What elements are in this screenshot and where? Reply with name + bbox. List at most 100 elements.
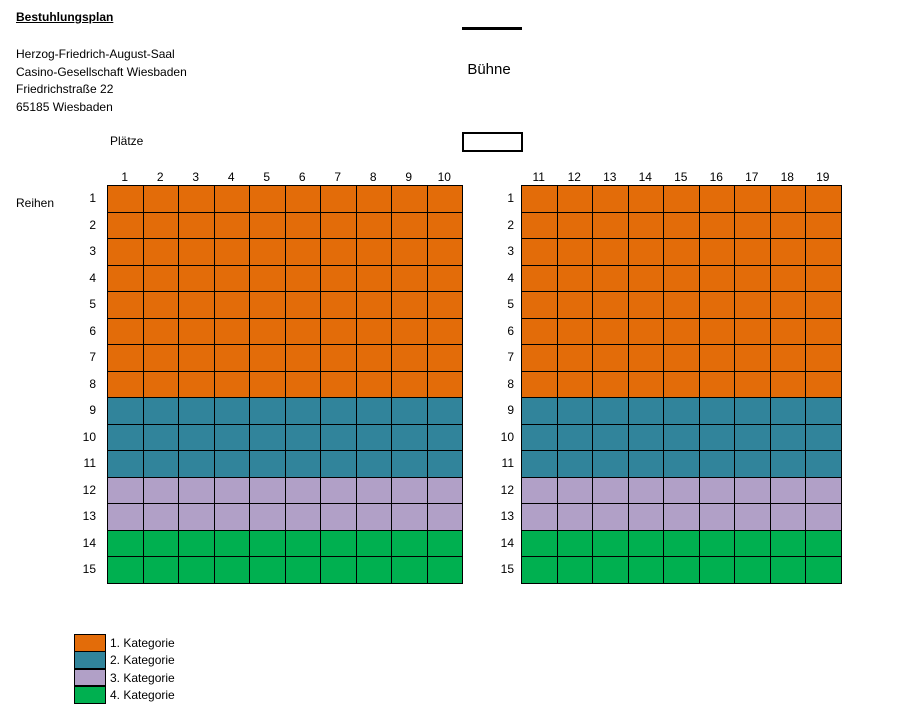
seat[interactable] [770, 451, 806, 478]
seat[interactable] [593, 318, 629, 345]
seat[interactable] [557, 239, 593, 266]
seat[interactable] [806, 186, 842, 213]
seat[interactable] [593, 371, 629, 398]
seat[interactable] [628, 371, 664, 398]
seat[interactable] [214, 345, 250, 372]
seat[interactable] [214, 292, 250, 319]
seat[interactable] [699, 530, 735, 557]
seat[interactable] [699, 504, 735, 531]
seat[interactable] [593, 424, 629, 451]
seat[interactable] [392, 292, 428, 319]
seat[interactable] [321, 265, 357, 292]
seat[interactable] [250, 424, 286, 451]
seat[interactable] [392, 398, 428, 425]
seat[interactable] [770, 186, 806, 213]
seat[interactable] [427, 477, 463, 504]
seat[interactable] [557, 424, 593, 451]
seat[interactable] [321, 292, 357, 319]
seat[interactable] [427, 265, 463, 292]
seat[interactable] [179, 318, 215, 345]
seat[interactable] [250, 212, 286, 239]
seat[interactable] [356, 292, 392, 319]
seat[interactable] [628, 265, 664, 292]
seat[interactable] [427, 371, 463, 398]
seat[interactable] [392, 265, 428, 292]
seat[interactable] [321, 530, 357, 557]
seat[interactable] [356, 345, 392, 372]
seat[interactable] [593, 530, 629, 557]
seat[interactable] [108, 451, 144, 478]
seat[interactable] [735, 504, 771, 531]
seat[interactable] [285, 292, 321, 319]
seat[interactable] [664, 345, 700, 372]
seat[interactable] [143, 345, 179, 372]
seat[interactable] [427, 451, 463, 478]
seat[interactable] [143, 504, 179, 531]
seat[interactable] [321, 371, 357, 398]
seat[interactable] [179, 239, 215, 266]
seat[interactable] [356, 318, 392, 345]
seat[interactable] [770, 504, 806, 531]
seat[interactable] [770, 345, 806, 372]
seat[interactable] [214, 265, 250, 292]
seat[interactable] [321, 557, 357, 584]
seat[interactable] [770, 239, 806, 266]
seat[interactable] [628, 451, 664, 478]
seat[interactable] [143, 530, 179, 557]
seat[interactable] [735, 239, 771, 266]
seat[interactable] [628, 477, 664, 504]
seat[interactable] [285, 530, 321, 557]
seat[interactable] [699, 371, 735, 398]
seat[interactable] [557, 186, 593, 213]
seat[interactable] [664, 212, 700, 239]
seat[interactable] [392, 239, 428, 266]
seat[interactable] [699, 345, 735, 372]
seat[interactable] [250, 292, 286, 319]
seat[interactable] [214, 557, 250, 584]
seat[interactable] [108, 265, 144, 292]
seat[interactable] [806, 398, 842, 425]
seat[interactable] [806, 451, 842, 478]
seat[interactable] [321, 504, 357, 531]
seat[interactable] [699, 451, 735, 478]
seat[interactable] [143, 318, 179, 345]
seat[interactable] [522, 477, 558, 504]
seat[interactable] [806, 292, 842, 319]
seat[interactable] [250, 557, 286, 584]
seat[interactable] [770, 424, 806, 451]
seat[interactable] [179, 424, 215, 451]
seat[interactable] [285, 318, 321, 345]
seat[interactable] [628, 318, 664, 345]
seat[interactable] [699, 398, 735, 425]
seat[interactable] [735, 371, 771, 398]
seat[interactable] [427, 212, 463, 239]
seat[interactable] [664, 504, 700, 531]
seat[interactable] [628, 212, 664, 239]
seat[interactable] [427, 186, 463, 213]
seat[interactable] [427, 292, 463, 319]
seat[interactable] [557, 557, 593, 584]
seat[interactable] [392, 477, 428, 504]
seat[interactable] [735, 186, 771, 213]
seat[interactable] [806, 530, 842, 557]
seat[interactable] [143, 265, 179, 292]
seat[interactable] [250, 530, 286, 557]
seat[interactable] [356, 186, 392, 213]
seat[interactable] [356, 239, 392, 266]
seat[interactable] [356, 212, 392, 239]
seat[interactable] [699, 265, 735, 292]
seat[interactable] [143, 212, 179, 239]
seat[interactable] [699, 318, 735, 345]
seat[interactable] [427, 530, 463, 557]
seat[interactable] [735, 212, 771, 239]
seat[interactable] [664, 424, 700, 451]
seat[interactable] [321, 398, 357, 425]
seat[interactable] [214, 186, 250, 213]
seat[interactable] [628, 239, 664, 266]
seat[interactable] [285, 265, 321, 292]
seat[interactable] [593, 186, 629, 213]
seat[interactable] [285, 186, 321, 213]
seat[interactable] [285, 557, 321, 584]
seat[interactable] [427, 239, 463, 266]
seat[interactable] [108, 398, 144, 425]
